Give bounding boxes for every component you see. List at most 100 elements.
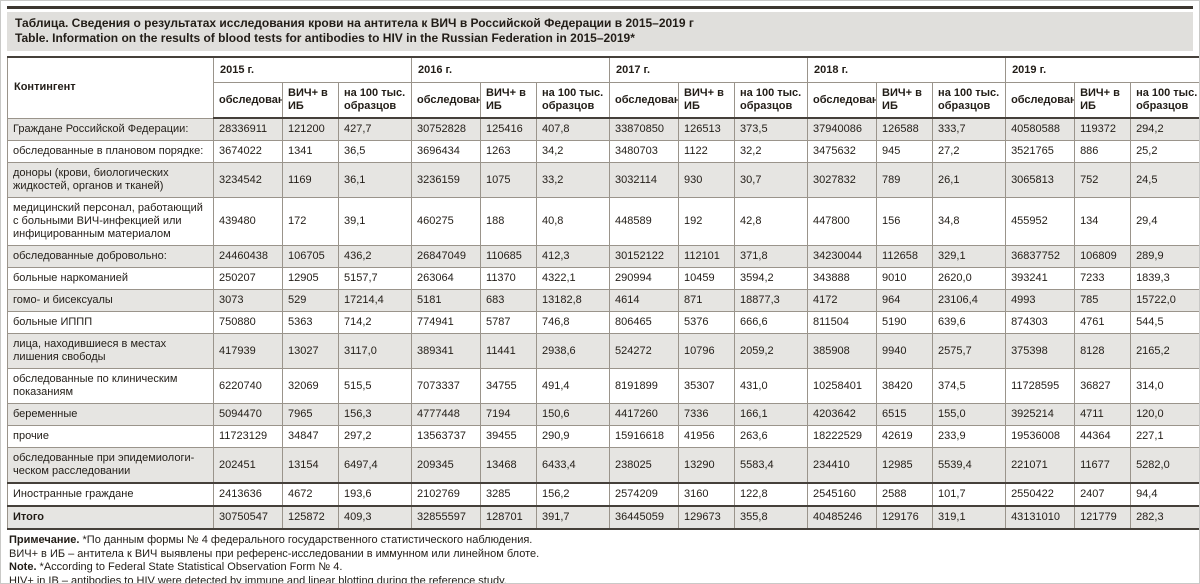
column-header-1-0: обследовано <box>411 82 482 119</box>
cell-value: 13027 <box>282 333 339 369</box>
cell-value: 10258401 <box>807 368 878 404</box>
table-row: обследованные добровольно: 24460438 106705… <box>7 245 1199 268</box>
cell-value: 192 <box>678 197 736 246</box>
cell-value: 375398 <box>1005 333 1076 369</box>
cell-value: 5190 <box>876 311 934 334</box>
row-label: обследованные добровольно: <box>7 245 214 268</box>
cell-value: 2574209 <box>609 482 680 507</box>
cell-value: 789 <box>876 162 934 198</box>
cell-value: 529 <box>282 289 339 312</box>
cell-value: 2413636 <box>213 482 283 507</box>
cell-value: 150,6 <box>536 403 611 426</box>
cell-value: 26847049 <box>411 245 482 268</box>
year-header-0: 2015 г. <box>212 56 413 83</box>
cell-value: 29,4 <box>1130 197 1199 246</box>
cell-value: 166,1 <box>734 403 809 426</box>
cell-value: 32,2 <box>734 140 809 163</box>
cell-value: 34,2 <box>536 140 611 163</box>
cell-value: 964 <box>876 289 934 312</box>
cell-value: 125416 <box>480 117 538 141</box>
column-header-0-2: на 100 тыс. образцов <box>337 82 413 119</box>
cell-value: 172 <box>282 197 339 246</box>
cell-value: 639,6 <box>932 311 1007 334</box>
cell-value: 417939 <box>213 333 283 369</box>
cell-value: 371,8 <box>734 245 809 268</box>
table-row: больные наркоманией 250207 12905 5157,7 2630… <box>7 267 1199 290</box>
cell-value: 19536008 <box>1005 425 1076 448</box>
cell-value: 7073337 <box>411 368 482 404</box>
cell-value: 7194 <box>480 403 538 426</box>
cell-value: 448589 <box>609 197 680 246</box>
cell-value: 34230044 <box>807 245 878 268</box>
cell-value: 2059,2 <box>734 333 809 369</box>
cell-value: 1341 <box>282 140 339 163</box>
cell-value: 128701 <box>480 505 538 530</box>
cell-value: 1839,3 <box>1130 267 1199 290</box>
cell-value: 333,7 <box>932 117 1007 141</box>
footnotes: Примечание. *По данным формы № 4 федерал… <box>7 530 1193 583</box>
cell-value: 134 <box>1074 197 1132 246</box>
cell-value: 40485246 <box>807 505 878 530</box>
cell-value: 15916618 <box>609 425 680 448</box>
cell-value: 3234542 <box>213 162 283 198</box>
cell-value: 7233 <box>1074 267 1132 290</box>
cell-value: 221071 <box>1005 447 1076 484</box>
cell-value: 2575,7 <box>932 333 1007 369</box>
cell-value: 263,6 <box>734 425 809 448</box>
cell-value: 447800 <box>807 197 878 246</box>
cell-value: 427,7 <box>337 117 413 141</box>
cell-value: 3696434 <box>411 140 482 163</box>
cell-value: 374,5 <box>932 368 1007 404</box>
cell-value: 209345 <box>411 447 482 484</box>
cell-value: 155,0 <box>932 403 1007 426</box>
cell-value: 7336 <box>678 403 736 426</box>
cell-value: 7965 <box>282 403 339 426</box>
cell-value: 8128 <box>1074 333 1132 369</box>
row-label: Граждане Российской Федерации: <box>7 117 214 141</box>
table-row: лица, находившиеся в местах лишения своб… <box>7 333 1199 369</box>
cell-value: 27,2 <box>932 140 1007 163</box>
cell-value: 373,5 <box>734 117 809 141</box>
cell-value: 515,5 <box>337 368 413 404</box>
cell-value: 1122 <box>678 140 736 163</box>
row-label: медицинский персонал, работающий с больн… <box>7 197 214 246</box>
cell-value: 36445059 <box>609 505 680 530</box>
year-header-4: 2019 г. <box>1005 56 1199 83</box>
cell-value: 156,3 <box>337 403 413 426</box>
year-header-1: 2016 г. <box>411 56 611 83</box>
cell-value: 15722,0 <box>1130 289 1199 312</box>
cell-value: 4711 <box>1074 403 1132 426</box>
cell-value: 4993 <box>1005 289 1076 312</box>
row-label: гомо- и бисексуалы <box>7 289 214 312</box>
column-header-2-1: ВИЧ+ в ИБ <box>678 82 736 119</box>
cell-value: 290994 <box>609 267 680 290</box>
row-label: лица, находившиеся в местах лишения своб… <box>7 333 214 369</box>
cell-value: 746,8 <box>536 311 611 334</box>
table-row: обследованные в плановом порядке: 3674022… <box>7 140 1199 163</box>
cell-value: 28336911 <box>213 117 283 141</box>
cell-value: 683 <box>480 289 538 312</box>
cell-value: 36837752 <box>1005 245 1076 268</box>
cell-value: 5376 <box>678 311 736 334</box>
cell-value: 3032114 <box>609 162 680 198</box>
year-header-3: 2018 г. <box>807 56 1007 83</box>
table-body: Граждане Российской Федерации: 28336911 12… <box>7 117 1199 530</box>
cell-value: 319,1 <box>932 505 1007 530</box>
cell-value: 3674022 <box>213 140 283 163</box>
cell-value: 9010 <box>876 267 934 290</box>
cell-value: 12985 <box>876 447 934 484</box>
cell-value: 106809 <box>1074 245 1132 268</box>
cell-value: 8191899 <box>609 368 680 404</box>
cell-value: 125872 <box>282 505 339 530</box>
cell-value: 32069 <box>282 368 339 404</box>
cell-value: 2588 <box>876 482 934 507</box>
cell-value: 106705 <box>282 245 339 268</box>
cell-value: 37940086 <box>807 117 878 141</box>
column-header-2-0: обследовано <box>609 82 680 119</box>
cell-value: 156,2 <box>536 482 611 507</box>
cell-value: 3236159 <box>411 162 482 198</box>
cell-value: 44364 <box>1074 425 1132 448</box>
cell-value: 666,6 <box>734 311 809 334</box>
